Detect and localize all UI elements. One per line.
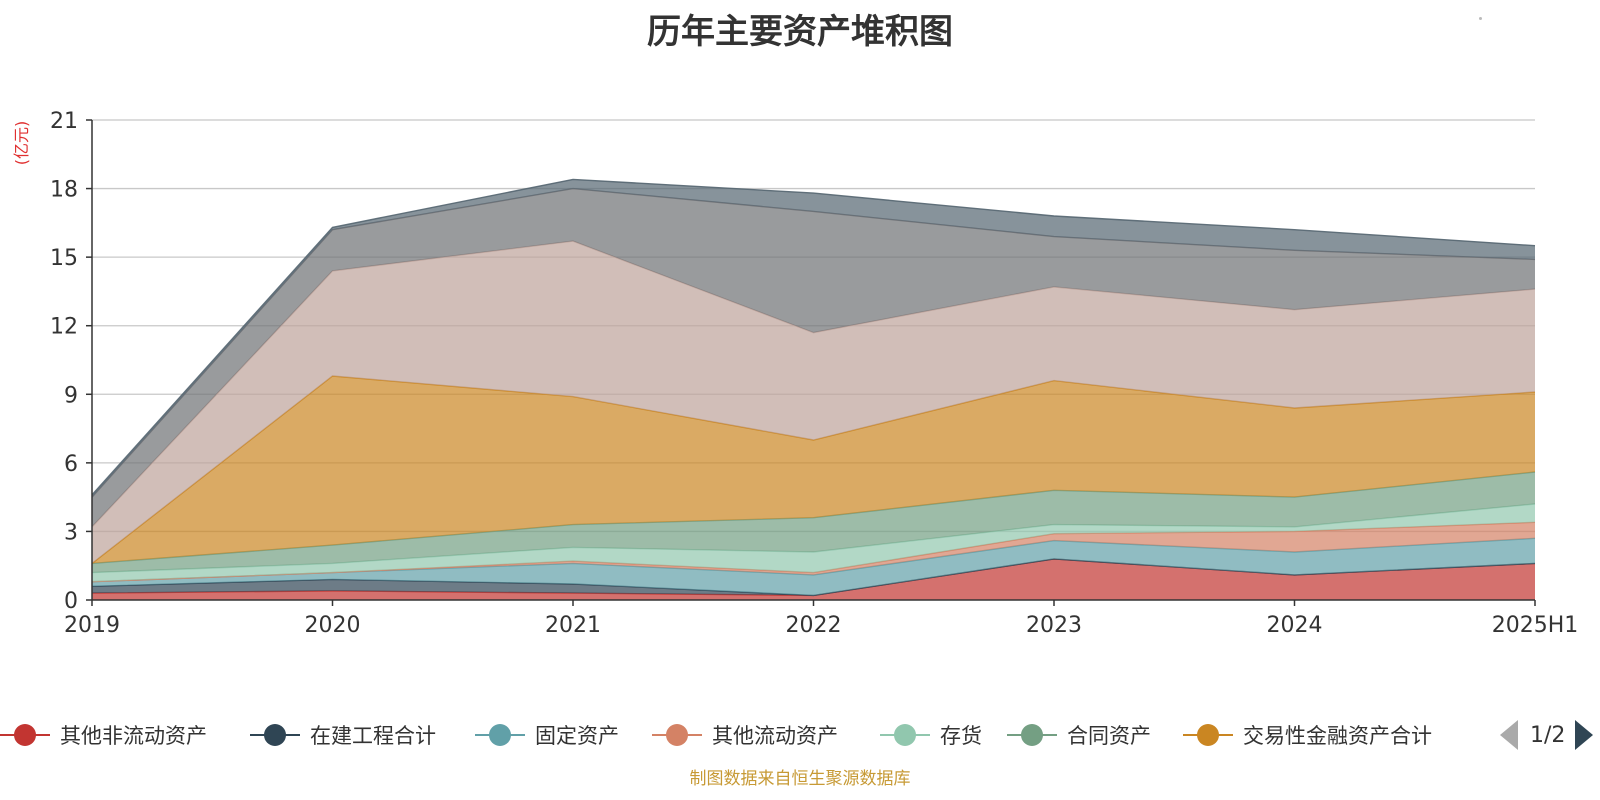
axes: 0 3 6 9 12 15 18 21 2019 2020 2021 2022 2023 2024 2025… [50, 109, 1578, 638]
area-layers [91, 178, 1536, 600]
legend-marker-icon [475, 723, 525, 747]
x-tick-label: 2020 [305, 613, 361, 638]
series-line-10 [91, 178, 1536, 496]
area-series-2 [92, 558, 1535, 596]
y-tick-label: 0 [64, 589, 78, 614]
legend-label: 在建工程合计 [310, 724, 436, 748]
x-tick-label: 2025H1 [1492, 613, 1579, 638]
area-series-9 [92, 188, 1535, 527]
legend-marker-icon [250, 723, 300, 747]
x-tick-label: 2023 [1026, 613, 1082, 638]
legend-marker-icon [1007, 723, 1057, 747]
y-tick-label: 3 [64, 520, 78, 545]
legend-item-6[interactable]: 合同资产 [1007, 718, 1151, 752]
area-series-8 [92, 241, 1535, 564]
legend-item-1[interactable]: 其他非流动资产 [0, 718, 207, 752]
legend-label: 其他非流动资产 [60, 724, 207, 748]
x-tick-label: 2019 [64, 613, 120, 638]
x-tick-label: 2022 [786, 613, 842, 638]
legend-overflow-dot [1479, 17, 1482, 20]
area-series-5 [92, 504, 1535, 582]
y-tick-label: 12 [50, 315, 78, 340]
y-tick-label: 6 [64, 452, 78, 477]
y-tick-label: 9 [64, 383, 78, 408]
legend-label: 合同资产 [1067, 724, 1151, 748]
legend-label: 交易性金融资产合计 [1243, 724, 1432, 748]
y-axis-unit-label: (亿元) [12, 121, 31, 166]
y-tick-label: 21 [50, 109, 78, 134]
legend-item-4[interactable]: 其他流动资产 [652, 718, 838, 752]
legend-prev-page-icon[interactable] [1500, 720, 1518, 750]
area-series-1 [92, 558, 1535, 600]
x-tick-label: 2024 [1267, 613, 1323, 638]
stacked-area-chart: 0 3 6 9 12 15 18 21 2019 2020 2021 2022 2023 2024 2025… [12, 109, 1578, 638]
data-source-note: 制图数据来自恒生聚源数据库 [689, 769, 911, 789]
legend-marker-icon [880, 723, 930, 747]
legend-item-2[interactable]: 在建工程合计 [250, 718, 436, 752]
legend-item-3[interactable]: 固定资产 [475, 718, 619, 752]
area-series-3 [92, 538, 1535, 596]
legend-pager: 1/2 [1500, 718, 1594, 752]
legend-marker-icon [0, 723, 50, 747]
legend-label: 固定资产 [535, 724, 619, 748]
chart-legend: 其他非流动资产 在建工程合计 固定资产 其他流动资产 存货 合同资产 交易性金融资产合计 [0, 718, 1600, 752]
legend-item-5[interactable]: 存货 [880, 718, 982, 752]
x-tick-label: 2021 [545, 613, 601, 638]
area-series-6 [92, 472, 1535, 573]
legend-label: 存货 [940, 724, 982, 748]
y-tick-label: 18 [50, 178, 78, 203]
y-tick-label: 15 [50, 246, 78, 271]
area-series-7 [92, 376, 1535, 564]
legend-next-page-icon[interactable] [1575, 720, 1594, 750]
legend-item-7[interactable]: 交易性金融资产合计 [1183, 718, 1432, 752]
legend-page-indicator: 1/2 [1530, 722, 1566, 748]
legend-marker-icon [1183, 723, 1233, 747]
legend-marker-icon [652, 723, 702, 747]
legend-label: 其他流动资产 [712, 724, 838, 748]
chart-title: 历年主要资产堆积图 [647, 12, 953, 52]
